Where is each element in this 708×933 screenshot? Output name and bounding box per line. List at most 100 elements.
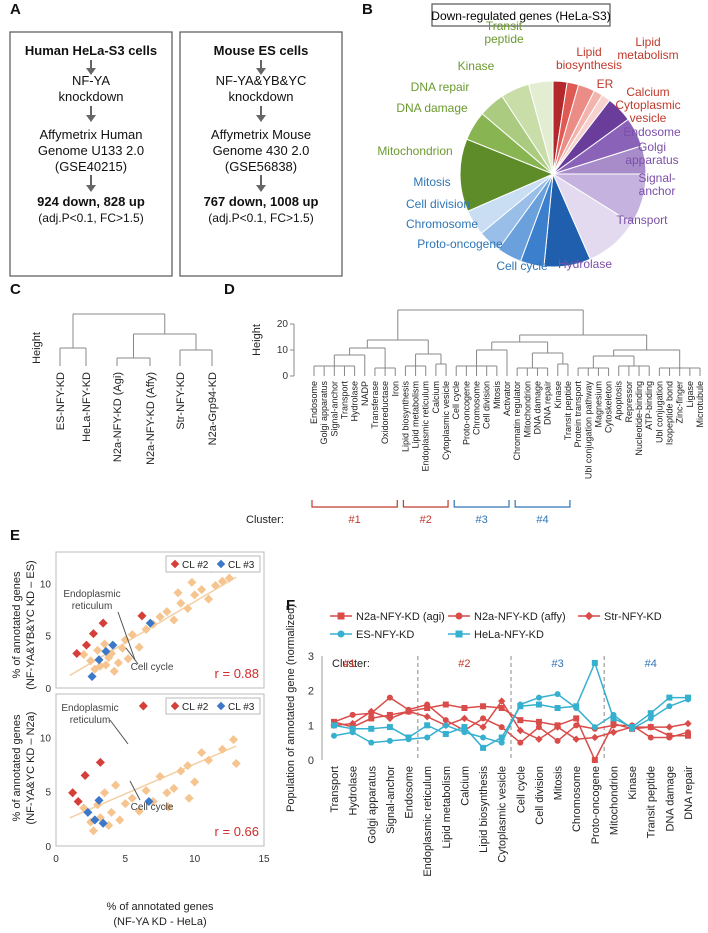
pie-label: anchor [639, 184, 676, 198]
panel-label-d: D [224, 281, 235, 298]
scatter-point [80, 770, 90, 780]
scatter-frame [55, 693, 265, 847]
series-marker [591, 757, 598, 763]
series-marker [331, 722, 337, 729]
dendro-d-leaf: Magnesium [593, 381, 603, 428]
pie-label: ER [597, 77, 614, 91]
scatter-point [83, 807, 93, 817]
series-marker [442, 731, 449, 737]
human-result: 924 down, 828 up [37, 194, 145, 209]
series-marker [685, 732, 691, 739]
f-category: Proto-oncogene [590, 766, 602, 844]
series-marker [480, 744, 487, 751]
pie-label: peptide [484, 32, 524, 46]
dendro-d-leaf: Repressor [624, 381, 634, 423]
pie-label: Golgi [638, 140, 666, 154]
series-marker [554, 737, 561, 744]
dendro-d-leaf: Ubl conjugation [654, 381, 664, 443]
dendro-d-leaf: Chromosome [472, 381, 482, 435]
series-marker [348, 719, 357, 728]
scatter-point [95, 757, 105, 767]
dendro-branch [577, 360, 610, 376]
series-marker [368, 725, 375, 732]
dendrogram-c-ylabel: Height [31, 332, 43, 364]
dendro-d-leaf: DNA damage [532, 381, 542, 435]
human-step2c: (GSE40215) [55, 159, 127, 174]
dendro-branch [435, 358, 447, 376]
series-marker [685, 694, 691, 701]
scatter-point [138, 701, 148, 711]
legend-label-cl2: CL #2 [182, 702, 209, 713]
f-ytick: 2 [308, 686, 314, 698]
series-marker [480, 734, 487, 741]
scatter-point [163, 802, 173, 812]
pie-title: Down-regulated genes (HeLa-S3) [431, 9, 610, 23]
legend-marker [584, 611, 594, 621]
series-marker [498, 739, 505, 746]
panel-a-mouse: Mouse ES cells NF-YA&YB&YC knockdown Aff… [179, 31, 343, 277]
pie-label: Cell cycle [496, 259, 548, 273]
f-category: Signal-anchor [385, 766, 397, 834]
dendro-d-leaf: Protein transport [573, 381, 583, 448]
series-marker [535, 701, 542, 708]
d-axis [290, 323, 295, 377]
dendro-branch [374, 355, 396, 376]
f-ylabel: Population of annotated gene (normalized… [285, 604, 297, 812]
scatter-point [197, 585, 207, 595]
f-category: Cell division [534, 766, 546, 825]
dendrogram-c: ES-NFY-KD HeLa-NFY-KD N2a-NFY-KD (Agi) N2a-… [55, 313, 219, 465]
d-ytick-10: 10 [277, 345, 289, 356]
dendro-d-leaf: Mitochondrion [522, 381, 532, 438]
dendro-d-leaf: Hydrolase [350, 381, 360, 422]
legend-box [165, 555, 261, 573]
e-xlabel2: (NF-YA KD - HeLa) [113, 916, 206, 928]
scatter-point [176, 766, 186, 776]
series-marker [554, 705, 561, 711]
dendro-branch [404, 358, 427, 376]
legend-marker [455, 612, 463, 620]
scatter-point [98, 618, 108, 628]
panel-label-c: C [10, 281, 21, 298]
legend-label: Str-NFY-KD [604, 611, 662, 623]
scatter-point [108, 640, 118, 650]
human-arrows [86, 60, 96, 192]
series-marker [609, 728, 618, 736]
series-marker [368, 715, 375, 722]
mouse-arrows [256, 60, 266, 192]
dendro-d-leaf: Ubl conjugation pathway [583, 381, 593, 480]
series-marker [498, 724, 505, 731]
f-category: Mitochondrion [608, 766, 620, 835]
pie-label: Transit [486, 19, 523, 33]
series-marker [535, 694, 542, 701]
series-marker [647, 710, 654, 717]
dendrogram-d: Endosome Golgi apparatus Signal-anchor Tran… [290, 309, 705, 480]
dendro-branch [592, 355, 635, 360]
f-cluster-label: Cluster: [332, 658, 370, 670]
pie-label: Cell division [406, 197, 470, 211]
scatter-frame [55, 551, 265, 689]
series-marker [404, 707, 413, 716]
dendro-c-leaf: ES-NFY-KD [55, 372, 67, 430]
dendro-branch [59, 347, 87, 366]
dendro-branch [613, 349, 681, 364]
series-marker [647, 734, 654, 741]
annotation-text: reticulum [70, 715, 111, 726]
f-category: Golgi apparatus [366, 766, 378, 844]
panel-label-f: F [286, 597, 295, 614]
series-marker [405, 734, 412, 741]
scatter-point [93, 645, 103, 655]
series-marker [442, 717, 449, 724]
mouse-step1a: NF-YA&YB&YC [216, 73, 307, 88]
pie-label: biosynthesis [556, 58, 622, 72]
dendro-d-leaf: Zinc-finger [675, 381, 685, 424]
scatter-point [162, 607, 172, 617]
series-marker [666, 694, 673, 701]
series-marker [367, 707, 375, 716]
series-marker [517, 703, 524, 710]
mouse-step2a: Affymetrix Mouse [211, 127, 311, 142]
scatter-point [100, 788, 110, 798]
mouse-criteria: (adj.P<0.1, FC>1.5) [208, 211, 313, 225]
scatter-point [176, 598, 186, 608]
